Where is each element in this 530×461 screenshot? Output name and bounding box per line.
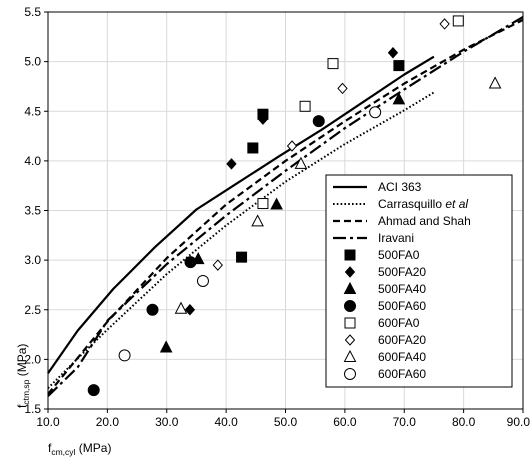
marker-600fa0 bbox=[452, 15, 464, 27]
marker-600fa20 bbox=[337, 82, 348, 95]
y-tick-label: 3.5 bbox=[24, 204, 41, 218]
marker-600fa60 bbox=[369, 106, 382, 119]
marker-500fa20 bbox=[184, 304, 196, 316]
marker-500fa0 bbox=[247, 142, 259, 154]
marker-600fa0 bbox=[299, 100, 311, 112]
marker-600fa40 bbox=[294, 156, 308, 169]
marker-500fa0 bbox=[236, 251, 248, 263]
x-tick-label: 50.0 bbox=[274, 415, 298, 429]
legend-marker-600fa0 bbox=[344, 317, 356, 329]
marker-500fa40 bbox=[159, 340, 173, 353]
marker-600fa40 bbox=[251, 214, 264, 227]
marker-500fa60 bbox=[146, 303, 159, 316]
marker-600fa60 bbox=[196, 274, 209, 287]
curve-iravani bbox=[47, 16, 524, 397]
y-tick-label: 1.5 bbox=[24, 402, 41, 416]
legend: ACI 363 Carrasquillo et al Ahmad and Sha… bbox=[325, 174, 513, 388]
x-tick-label: 10.0 bbox=[36, 415, 60, 429]
x-tick-labels: 10.0 20.0 30.0 40.0 50.0 60.0 70.0 80.0 90.0 bbox=[36, 409, 530, 429]
marker-500fa40 bbox=[270, 197, 283, 210]
x-tick-label: 80.0 bbox=[452, 415, 476, 429]
marker-600fa0 bbox=[327, 58, 339, 70]
marker-500fa0 bbox=[393, 60, 405, 72]
marker-600fa0 bbox=[257, 198, 269, 210]
x-axis-title-sub: cm,cyl bbox=[51, 447, 75, 457]
curve-aci-363 bbox=[47, 55, 435, 374]
y-axis-title-unit: (MPa) bbox=[15, 344, 29, 380]
marker-600fa40 bbox=[488, 76, 502, 89]
legend-label-600fa60: 600FA60 bbox=[378, 367, 426, 381]
marker-600fa40 bbox=[174, 301, 188, 314]
legend-label-iravani: Iravani bbox=[378, 231, 414, 245]
y-tick-label: 5.5 bbox=[24, 5, 41, 19]
y-axis-title-sub: ctm,sp bbox=[21, 379, 31, 404]
legend-markers bbox=[343, 249, 357, 380]
marker-600fa20 bbox=[439, 18, 450, 30]
y-tick-label: 4.0 bbox=[24, 154, 41, 168]
x-tick-label: 70.0 bbox=[393, 415, 417, 429]
legend-marker-500fa40 bbox=[343, 281, 357, 294]
marker-600fa20 bbox=[212, 259, 223, 271]
marker-500fa60 bbox=[87, 384, 100, 397]
legend-label-aci: ACI 363 bbox=[378, 180, 422, 194]
x-axis-title-main: f bbox=[48, 441, 52, 455]
x-tick-label: 60.0 bbox=[333, 415, 357, 429]
y-axis-title-main: f bbox=[15, 404, 29, 408]
model-curves bbox=[47, 16, 524, 397]
marker-600fa20 bbox=[286, 140, 298, 152]
legend-label-500fa40: 500FA40 bbox=[378, 282, 426, 296]
x-axis-title-unit: (MPa) bbox=[75, 441, 111, 455]
legend-label-500fa20: 500FA20 bbox=[378, 265, 426, 279]
legend-label-600fa40: 600FA40 bbox=[378, 350, 426, 364]
x-tick-label: 20.0 bbox=[96, 415, 120, 429]
marker-500fa60 bbox=[184, 256, 197, 269]
legend-marker-600fa20 bbox=[344, 334, 356, 346]
marker-500fa20 bbox=[257, 113, 269, 125]
legend-marker-500fa60 bbox=[344, 300, 356, 312]
y-axis-title: fctm,sp (MPa) bbox=[15, 344, 31, 408]
y-tick-label: 2.0 bbox=[24, 352, 41, 366]
legend-label-500fa60: 500FA60 bbox=[378, 299, 426, 313]
legend-label-ahmad: Ahmad and Shah bbox=[378, 214, 471, 228]
x-tick-label: 40.0 bbox=[214, 415, 238, 429]
marker-500fa40 bbox=[392, 92, 406, 105]
x-tick-label: 30.0 bbox=[155, 415, 179, 429]
legend-marker-500fa20 bbox=[344, 266, 356, 278]
y-tick-label: 5.0 bbox=[24, 55, 41, 69]
x-tick-label: 90.0 bbox=[507, 415, 530, 429]
y-tick-label: 2.5 bbox=[24, 303, 41, 317]
legend-label-carrasquillo: Carrasquillo et al bbox=[378, 197, 468, 211]
legend-label-600fa0: 600FA0 bbox=[378, 316, 420, 330]
legend-label-500fa0: 500FA0 bbox=[378, 248, 420, 262]
marker-500fa20 bbox=[226, 158, 237, 170]
legend-marker-600fa40 bbox=[343, 349, 357, 362]
y-tick-label: 3.0 bbox=[24, 253, 41, 267]
marker-600fa60 bbox=[118, 349, 131, 362]
data-markers bbox=[87, 15, 502, 397]
legend-marker-600fa60 bbox=[344, 368, 356, 380]
marker-500fa60 bbox=[312, 115, 325, 128]
legend-label-carrasquillo-italic: et al bbox=[445, 197, 468, 211]
legend-label-600fa20: 600FA20 bbox=[378, 333, 426, 347]
legend-marker-500fa0 bbox=[344, 249, 356, 261]
x-axis-title: fcm,cyl (MPa) bbox=[48, 441, 111, 457]
marker-500fa20 bbox=[387, 46, 399, 59]
legend-label-carrasquillo-main: Carrasquillo bbox=[378, 197, 442, 211]
y-tick-label: 4.5 bbox=[24, 104, 41, 118]
y-tick-labels: 1.5 2.0 2.5 3.0 3.5 4.0 4.5 5.0 5.5 bbox=[24, 5, 48, 416]
legend-box bbox=[325, 174, 513, 388]
